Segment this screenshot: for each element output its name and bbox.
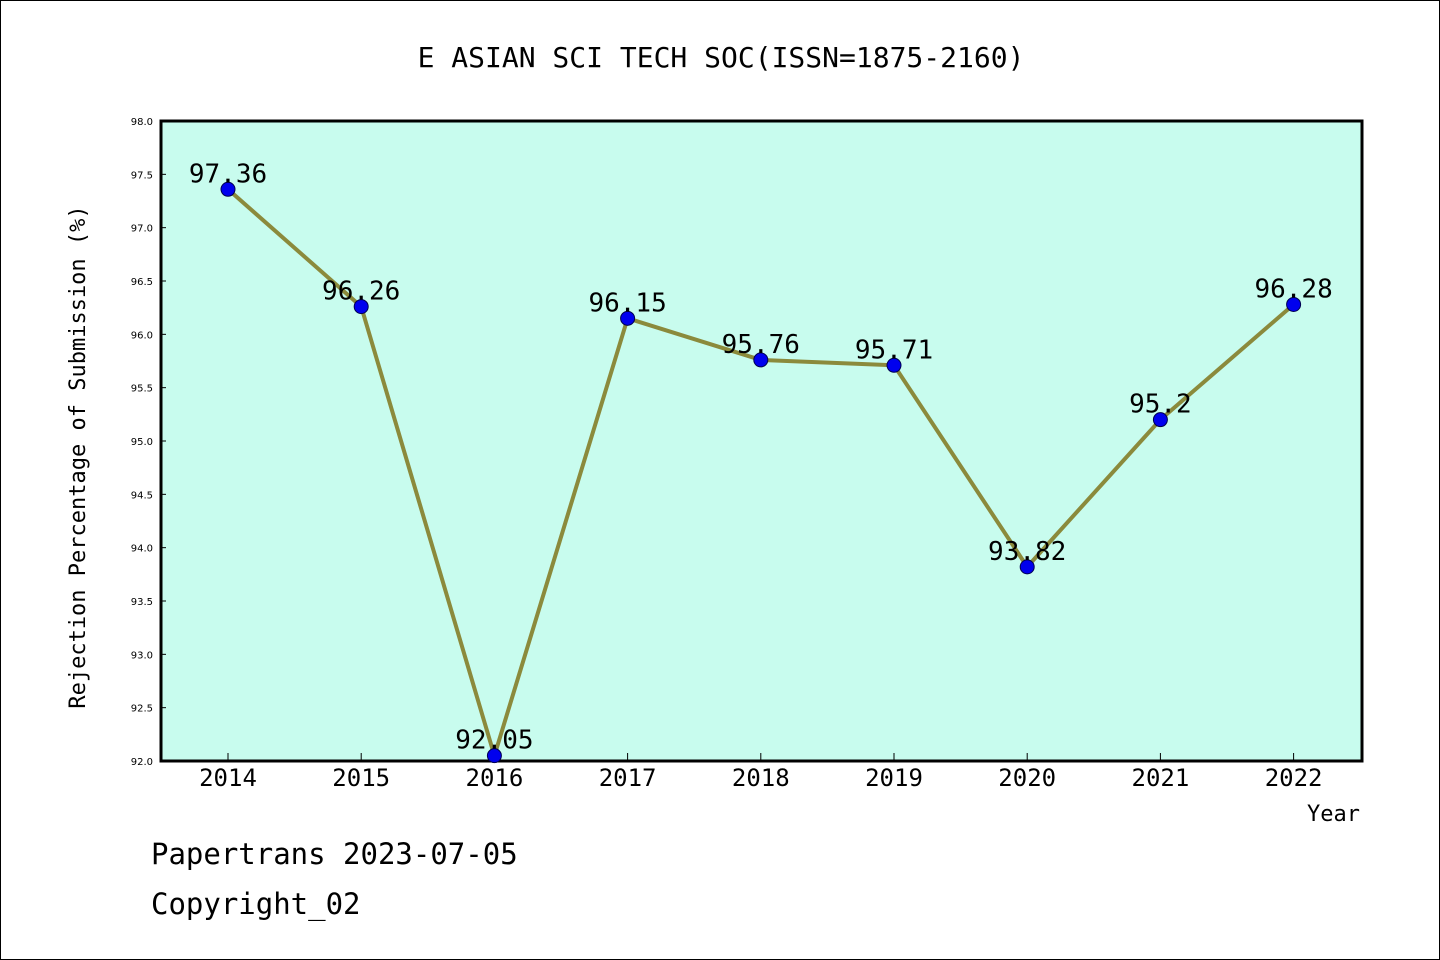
data-point-marker bbox=[753, 352, 769, 368]
series-layer: 97.36 96.26 92.05 96.15 95.76 95.71 93.82 95.2 9… bbox=[189, 159, 1333, 764]
data-label: 97.36 bbox=[189, 159, 267, 189]
x-tick-label: 2015 bbox=[332, 764, 390, 792]
y-tick-label: 92.5 bbox=[131, 704, 153, 715]
data-label: 96.28 bbox=[1254, 274, 1332, 304]
plot-area bbox=[159, 119, 1364, 763]
y-tick-label: 97.0 bbox=[131, 224, 153, 235]
data-point-marker bbox=[886, 357, 902, 373]
data-point-marker bbox=[1019, 559, 1035, 575]
data-label: 95.71 bbox=[855, 335, 933, 365]
data-point-marker bbox=[353, 299, 369, 315]
data-point-marker bbox=[486, 748, 502, 764]
x-tick-label: 2020 bbox=[998, 764, 1056, 792]
data-label: 93.82 bbox=[988, 537, 1066, 567]
x-tick-label: 2014 bbox=[199, 764, 257, 792]
y-tick-label: 95.0 bbox=[131, 437, 153, 448]
x-tick-label: 2019 bbox=[865, 764, 923, 792]
x-axis-label: Year bbox=[1307, 802, 1360, 827]
y-tick-label: 97.5 bbox=[131, 170, 153, 181]
x-axis: 2014 2015 2016 2017 2018 2019 2020 2021 2022 bbox=[199, 753, 1322, 792]
x-tick-label: 2017 bbox=[599, 764, 657, 792]
x-tick-label: 2022 bbox=[1265, 764, 1323, 792]
y-tick-label: 98.0 bbox=[131, 117, 153, 128]
y-tick-label: 96.0 bbox=[131, 330, 153, 341]
data-label: 92.05 bbox=[455, 726, 533, 756]
y-tick-label: 93.5 bbox=[131, 597, 153, 608]
x-tick-label: 2021 bbox=[1132, 764, 1190, 792]
data-point-marker bbox=[220, 181, 236, 197]
y-tick-label: 92.0 bbox=[131, 757, 153, 768]
x-tick-label: 2016 bbox=[466, 764, 524, 792]
y-axis: 92.0 92.5 93.0 93.5 94.0 94.5 95.0 95.5 96.0 96.5… bbox=[131, 117, 166, 768]
x-tick-label: 2018 bbox=[732, 764, 790, 792]
data-point-marker bbox=[620, 310, 636, 326]
y-tick-label: 95.5 bbox=[131, 384, 153, 395]
data-label: 95.76 bbox=[722, 330, 800, 360]
data-point-marker bbox=[1152, 412, 1168, 428]
data-label: 95.2 bbox=[1129, 390, 1192, 420]
y-tick-label: 94.0 bbox=[131, 544, 153, 555]
y-tick-label: 93.0 bbox=[131, 650, 153, 661]
y-tick-label: 94.5 bbox=[131, 490, 153, 501]
data-label: 96.26 bbox=[322, 277, 400, 307]
data-label: 96.15 bbox=[588, 288, 666, 318]
y-tick-label: 96.5 bbox=[131, 277, 153, 288]
y-axis-label: Rejection Percentage of Submission (%) bbox=[66, 205, 91, 708]
footer-date-text: Papertrans 2023-07-05 bbox=[151, 837, 518, 871]
data-point-marker bbox=[1286, 296, 1302, 312]
chart-title: E ASIAN SCI TECH SOC(ISSN=1875-2160) bbox=[418, 41, 1025, 74]
footer-copyright-text: Copyright_02 bbox=[151, 887, 361, 921]
